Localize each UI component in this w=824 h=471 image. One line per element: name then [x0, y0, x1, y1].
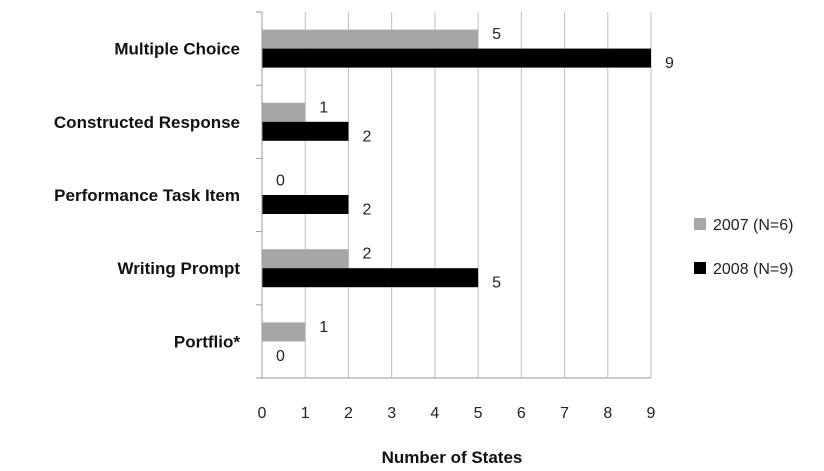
- category-label: Constructed Response: [54, 113, 240, 132]
- legend-label-2007: 2007 (N=6): [713, 217, 794, 234]
- bar-2008: [262, 48, 651, 68]
- bar-2008: [262, 121, 349, 141]
- data-label-2008: 0: [276, 348, 285, 365]
- bar-2008: [262, 268, 479, 288]
- bar-2007: [262, 29, 479, 49]
- bar-2008: [262, 195, 349, 214]
- legend-swatch-2008: [694, 262, 706, 274]
- category-label: Writing Prompt: [118, 259, 241, 278]
- x-tick-label-5: 5: [474, 405, 483, 422]
- legend-label-2008: 2008 (N=9): [713, 261, 794, 278]
- bar-2007: [262, 102, 306, 122]
- data-label-2008: 9: [665, 55, 674, 72]
- bar-2007: [262, 322, 306, 342]
- bar-2007: [262, 249, 349, 269]
- x-tick-label-7: 7: [560, 405, 569, 422]
- data-label-2007: 5: [492, 26, 501, 43]
- x-tick-label-8: 8: [603, 405, 612, 422]
- bars: [262, 29, 651, 342]
- legend-swatch-2007: [694, 218, 706, 230]
- data-label-2008: 2: [362, 202, 371, 219]
- x-tick-label-6: 6: [517, 405, 526, 422]
- axes: [256, 11, 651, 379]
- x-tick-label-1: 1: [301, 405, 310, 422]
- x-axis-title: Number of States: [382, 448, 523, 467]
- data-label-2007: 0: [276, 173, 285, 190]
- data-label-2007: 2: [362, 246, 371, 263]
- x-tick-label-3: 3: [387, 405, 396, 422]
- legend: 2007 (N=6) 2008 (N=9): [694, 217, 794, 278]
- x-tick-label-2: 2: [344, 405, 353, 422]
- data-label-2007: 1: [319, 99, 328, 116]
- x-tick-label-9: 9: [647, 405, 656, 422]
- x-tick-label-0: 0: [258, 405, 267, 422]
- category-label: Multiple Choice: [114, 40, 240, 59]
- data-label-2008: 5: [492, 275, 501, 292]
- category-label: Portflio*: [174, 332, 240, 351]
- labels: 0 1 2 3 4 5 6 7 8 9 Multiple Choice 5 9 Constructed R…: [54, 26, 674, 422]
- gridlines: [304, 12, 652, 378]
- category-label: Performance Task Item: [54, 186, 240, 205]
- data-label-2008: 2: [362, 128, 371, 145]
- x-tick-label-4: 4: [430, 405, 439, 422]
- data-label-2007: 1: [319, 319, 328, 336]
